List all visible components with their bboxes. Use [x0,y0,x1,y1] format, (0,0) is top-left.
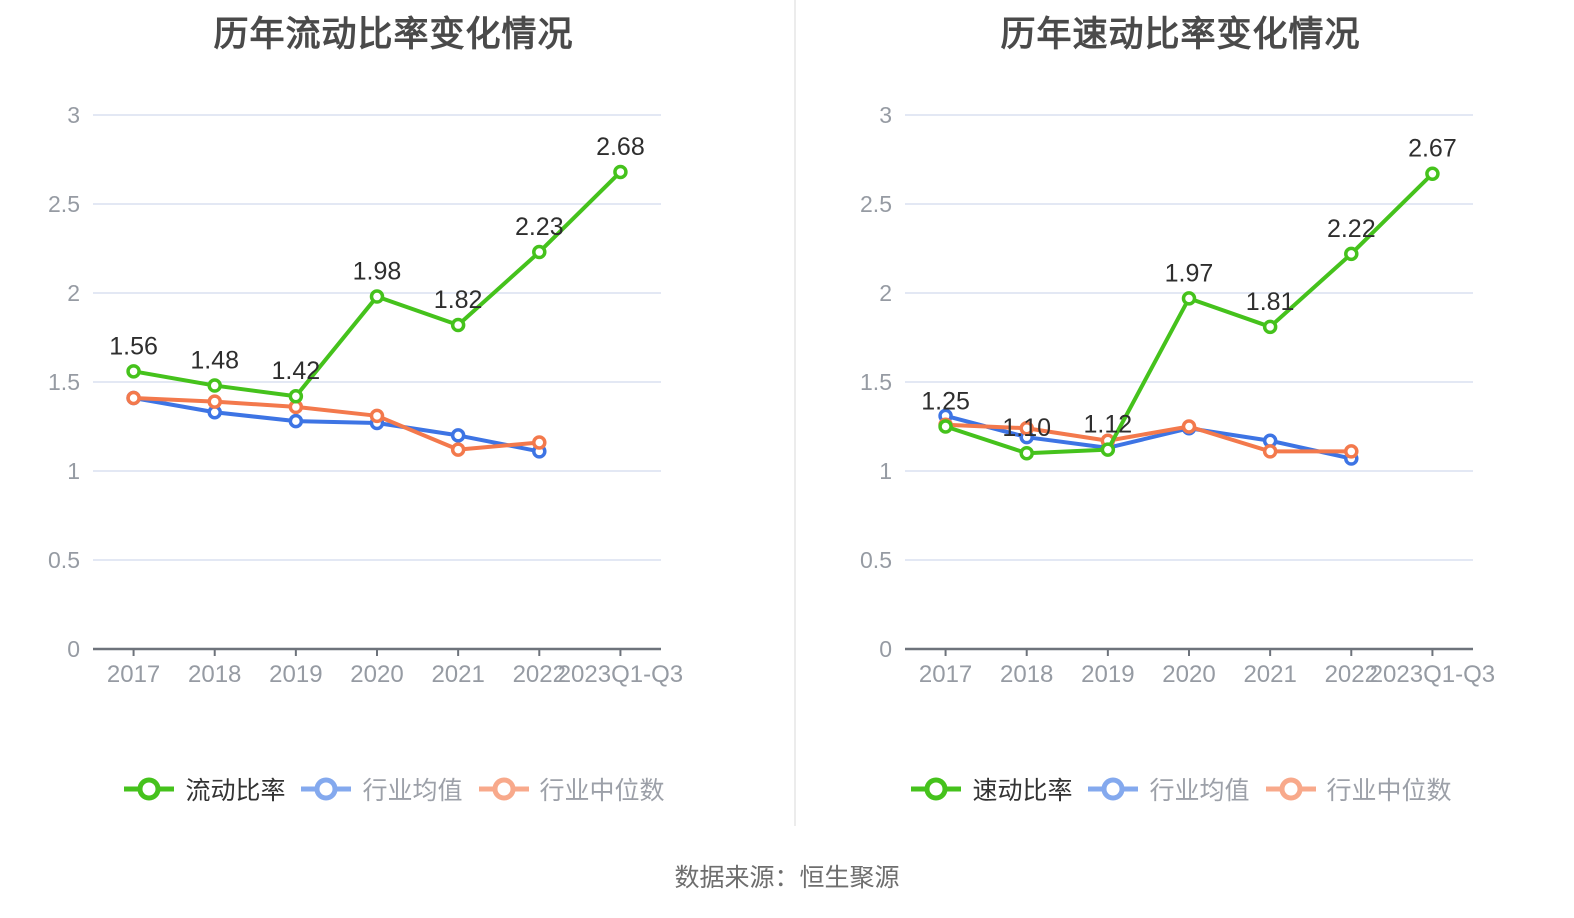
data-point-marker[interactable] [1262,319,1278,335]
data-point-label: 1.82 [434,286,483,314]
x-axis-label: 2022 [513,661,566,688]
data-point-marker[interactable] [532,244,547,260]
data-point-marker[interactable] [1100,442,1116,457]
y-axis-tick-label: 0.5 [48,547,80,573]
x-axis-label: 2023Q1-Q3 [558,661,683,688]
data-point-label: 1.10 [1002,414,1051,442]
x-axis-label: 2017 [919,661,972,688]
legend-line-marker-icon [1088,777,1139,801]
data-point-marker[interactable] [450,442,466,457]
data-point-marker[interactable] [126,390,141,406]
data-point-marker[interactable] [1262,444,1278,459]
data-source-note: 数据来源：恒生聚源 [674,864,900,892]
data-point-label: 1.81 [1246,288,1295,316]
data-point-marker[interactable] [1425,166,1440,181]
data-point-marker[interactable] [1181,291,1197,306]
legend-line-marker-icon [301,777,352,801]
legend-label: 流动比率 [185,777,286,805]
legend-label: 行业中位数 [539,777,665,805]
x-axis-label: 2020 [350,661,403,688]
data-point-marker[interactable] [126,364,141,379]
legend-label: 行业均值 [362,777,463,805]
data-point-marker[interactable] [207,378,222,393]
data-point-marker[interactable] [532,435,547,450]
data-point-label: 1.56 [109,332,158,360]
y-axis-tick-label: 2 [67,280,80,306]
y-axis-tick-label: 0 [879,636,892,662]
data-point-marker[interactable] [288,388,304,404]
data-point-marker[interactable] [1019,421,1034,436]
data-point-marker[interactable] [938,419,953,434]
legend-line-marker-icon [1265,777,1316,801]
data-point-label: 1.48 [190,347,239,375]
y-axis-tick-label: 1 [67,458,80,484]
y-axis-tick-label: 1.5 [48,369,80,395]
series-line [943,413,1354,461]
legend-item-industry-mean[interactable]: 行业均值 [299,771,463,807]
y-axis-tick-label: 3 [67,102,80,128]
data-point-marker[interactable] [1181,419,1197,434]
y-axis-tick-label: 1.5 [860,369,892,395]
legend-line-marker-icon [478,777,529,801]
x-axis-label: 2021 [431,661,484,688]
legend-item-main-series[interactable]: 流动比率 [122,771,285,807]
charts-divider [794,0,796,826]
data-point-marker[interactable] [369,289,385,304]
plot-area: 0 0.5 1 1.5 2 2.5 3 2017 2018 2019 2020 2021 2022202… [860,102,1495,688]
legend-item-industry-median[interactable]: 行业中位数 [1264,771,1452,807]
current-ratio-chart: 历年流动比率变化情况 0 0.5 1 1.5 2 2.5 3 2017 2018 2019 2020… [0,0,787,832]
data-point-marker[interactable] [288,413,304,429]
legend-item-industry-median[interactable]: 行业中位数 [477,771,665,807]
x-axis-label: 2022 [1325,661,1378,688]
data-point-marker[interactable] [207,394,222,409]
y-axis-tick-label: 2 [879,280,892,306]
legend-item-main-series[interactable]: 速动比率 [909,771,1072,807]
chart-title: 历年速动比率变化情况 [1000,15,1361,54]
x-axis-label: 2021 [1243,661,1296,688]
data-point-marker[interactable] [369,408,385,424]
legend-item-industry-mean[interactable]: 行业均值 [1086,771,1250,807]
data-point-marker[interactable] [1344,246,1359,262]
y-axis-tick-label: 2.5 [48,191,80,217]
data-point-label: 2.22 [1327,215,1376,243]
x-axis-label: 2018 [188,661,241,688]
x-axis-label: 2019 [269,661,322,688]
legend-label: 速动比率 [972,777,1073,805]
data-point-label: 2.23 [515,213,564,241]
chart-title: 历年流动比率变化情况 [213,15,574,54]
data-point-marker[interactable] [450,317,466,333]
x-axis-label: 2019 [1081,661,1134,688]
y-axis-tick-label: 1 [879,458,892,484]
y-axis-tick-label: 3 [879,102,892,128]
data-point-label: 1.12 [1084,411,1133,439]
series-line [943,422,1354,454]
data-point-marker[interactable] [613,164,628,180]
data-point-marker[interactable] [1344,444,1359,459]
y-axis-tick-label: 0.5 [860,547,892,573]
legend: 速动比率 行业均值 行业中位数 [787,763,1574,815]
series-line [131,396,542,452]
plot-area: 0 0.5 1 1.5 2 2.5 3 2017 2018 2019 2020 2021 2022202… [48,102,683,688]
data-point-label: 1.42 [272,357,321,385]
x-axis-label: 2018 [1000,661,1053,688]
x-axis-label: 2020 [1162,661,1215,688]
y-axis-tick-label: 2.5 [860,191,892,217]
data-point-label: 2.68 [596,133,645,161]
data-point-label: 1.97 [1165,259,1214,287]
data-point-label: 2.67 [1408,135,1457,163]
legend-label: 行业中位数 [1326,777,1452,805]
x-axis-label: 2023Q1-Q3 [1370,661,1495,688]
data-point-marker[interactable] [1019,445,1034,461]
data-point-marker[interactable] [450,428,466,443]
series-line [131,396,542,454]
legend-line-marker-icon [124,777,175,801]
quick-ratio-chart: 历年速动比率变化情况 0 0.5 1 1.5 2 2.5 3 2017 2018 2019 2020… [787,0,1574,832]
data-point-label: 1.25 [921,388,970,416]
x-axis-label: 2017 [107,661,160,688]
legend-line-marker-icon [911,777,962,801]
legend-label: 行业均值 [1149,777,1250,805]
legend: 流动比率 行业均值 行业中位数 [0,763,787,815]
data-point-label: 1.98 [353,258,402,286]
y-axis-tick-label: 0 [67,636,80,662]
